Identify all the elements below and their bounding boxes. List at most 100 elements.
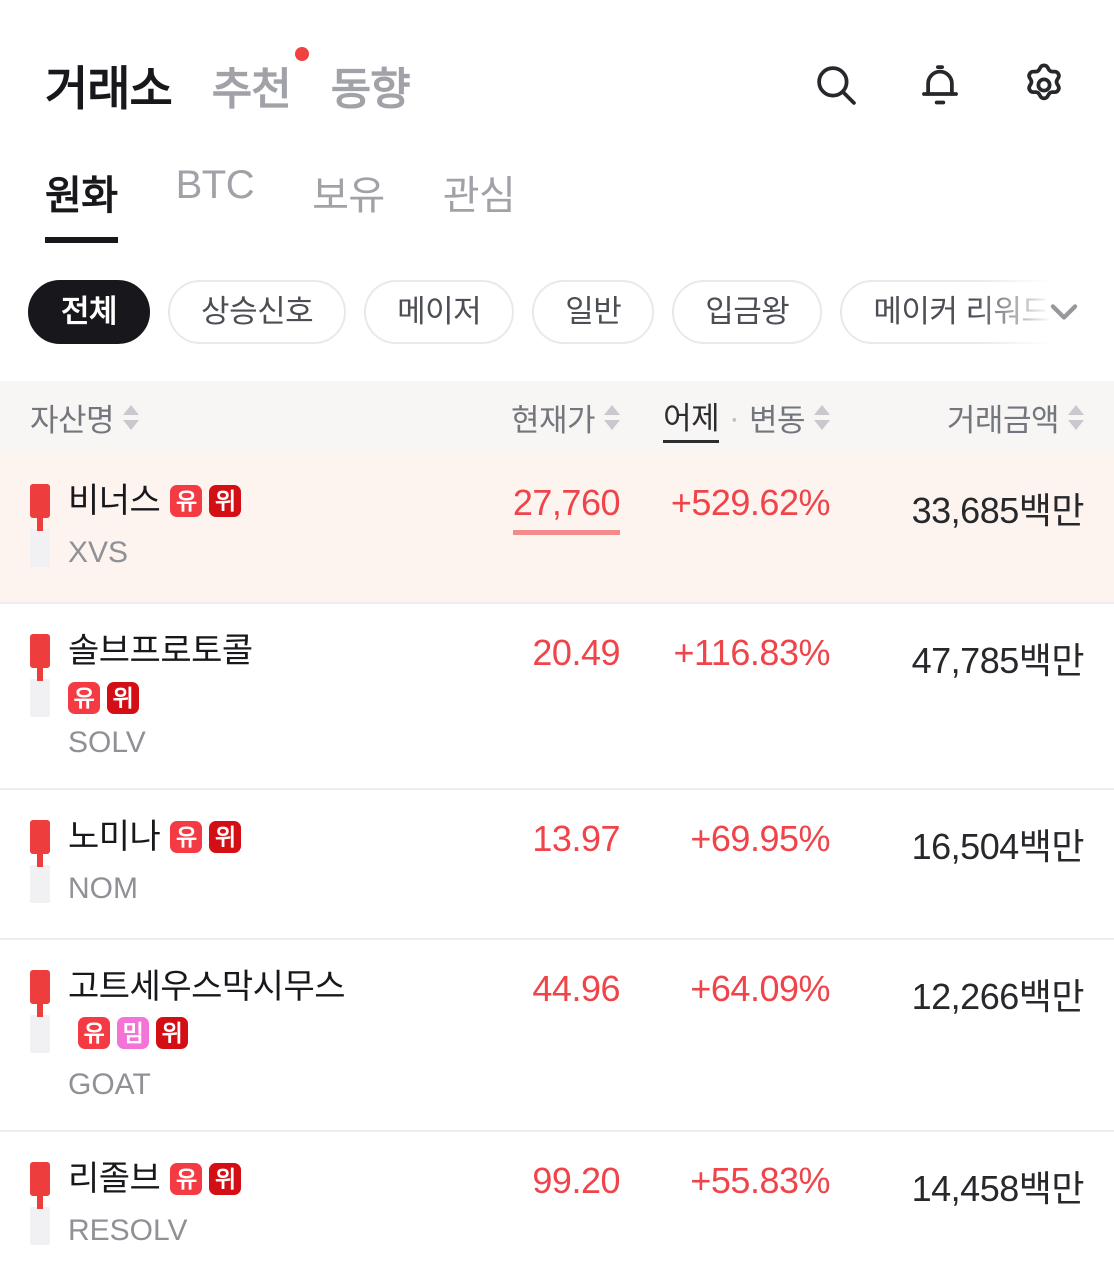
badge-유: 유 [170, 821, 203, 853]
filter-chip-row: 전체 상승신호 메이저 일반 입금왕 메이커 리워드 [0, 279, 1114, 345]
chevron-down-icon [1050, 304, 1078, 320]
trade-volume: 16,504백만 [911, 826, 1085, 867]
badge-위: 위 [209, 821, 242, 853]
badge-유: 유 [68, 682, 100, 714]
asset-symbol: SOLV [68, 726, 146, 759]
asset-symbol: NOM [68, 872, 138, 905]
badge-유: 유 [170, 485, 203, 517]
market-tab-bar: 원화 BTC 보유 관심 [0, 119, 1114, 243]
candlestick-icon [30, 1162, 50, 1254]
badge-유: 유 [170, 1163, 203, 1195]
sort-icon [814, 405, 830, 430]
market-tab[interactable]: 관심 [442, 174, 516, 218]
sort-icon [123, 405, 140, 430]
current-price: 27,760 [512, 482, 621, 535]
top-nav-item[interactable]: 추천 [212, 46, 309, 117]
coin-list: 비너스 유 위 XVS 27,760 +529.62% 33,685백만 솔브프로토… [0, 454, 1114, 1280]
sort-icon [604, 405, 620, 430]
asset-symbol: XVS [68, 536, 129, 569]
filter-more[interactable] [974, 279, 1114, 345]
column-separator: · [729, 399, 739, 435]
candlestick-icon [30, 484, 50, 576]
asset-cell: 리졸브 유 위 RESOLV [30, 1156, 420, 1254]
asset-symbol: GOAT [68, 1068, 151, 1101]
asset-symbol: RESOLV [68, 1214, 188, 1247]
filter-chip[interactable]: 상승신호 [168, 280, 347, 344]
column-change-label: 변동 [748, 403, 806, 438]
column-change-sort[interactable]: 어제 · 변동 [620, 393, 830, 443]
coin-row[interactable]: 리졸브 유 위 RESOLV 99.20 +55.83% 14,458백만 [0, 1132, 1114, 1280]
badge-위: 위 [209, 485, 242, 517]
filter-chip[interactable]: 전체 [28, 280, 151, 344]
top-nav: 추천 동향 [212, 46, 411, 117]
change-percent: +55.83% [690, 1160, 830, 1201]
table-header: 자산명 현재가 어제 · 변동 거래금액 [0, 381, 1114, 454]
gear-icon[interactable] [1019, 60, 1069, 110]
badge-위: 위 [107, 682, 139, 714]
current-price: 20.49 [532, 632, 620, 673]
trade-volume: 14,458백만 [911, 1168, 1085, 1209]
badge-밈: 밈 [117, 1017, 149, 1049]
change-percent: +69.95% [690, 818, 830, 859]
filter-chip[interactable]: 메이저 [364, 280, 515, 344]
column-price-sort[interactable]: 현재가 [420, 395, 620, 440]
current-price: 99.20 [532, 1160, 620, 1201]
market-tab[interactable]: BTC [175, 163, 255, 207]
asset-cell: 비너스 유 위 XVS [30, 478, 420, 576]
column-price-label: 현재가 [510, 403, 596, 438]
change-percent: +116.83% [673, 632, 831, 673]
market-tab[interactable]: 보유 [312, 174, 385, 218]
search-icon[interactable] [811, 60, 861, 110]
app-header: 거래소 추천 동향 [0, 0, 1114, 119]
sort-icon [1068, 405, 1084, 430]
column-asset-label: 자산명 [30, 403, 115, 438]
asset-name: 비너스 [68, 482, 161, 520]
asset-name-block: 비너스 유 위 XVS [68, 478, 242, 576]
filter-chip[interactable]: 일반 [532, 280, 655, 344]
column-asset-sort[interactable]: 자산명 [30, 395, 420, 440]
trade-volume: 47,785백만 [911, 640, 1085, 681]
current-price: 44.96 [532, 968, 620, 1009]
change-percent: +529.62% [670, 482, 831, 523]
header-icons [811, 60, 1069, 110]
new-dot [294, 46, 309, 61]
trade-volume: 12,266백만 [911, 976, 1085, 1017]
asset-cell: 노미나 유 위 NOM [30, 814, 420, 912]
asset-name-block: 노미나 유 위 NOM [68, 814, 242, 912]
filter-chip[interactable]: 입금왕 [672, 280, 823, 344]
asset-name: 리졸브 [68, 1160, 161, 1198]
candlestick-icon [30, 970, 50, 1062]
current-price: 13.97 [532, 818, 620, 859]
badge-위: 위 [209, 1163, 242, 1195]
change-percent: +64.09% [690, 968, 830, 1009]
column-yesterday-toggle[interactable]: 어제 [663, 393, 720, 443]
badge-위: 위 [156, 1017, 188, 1049]
coin-row[interactable]: 노미나 유 위 NOM 13.97 +69.95% 16,504백만 [0, 790, 1114, 940]
page-title-exchange[interactable]: 거래소 [45, 62, 173, 115]
column-volume-label: 거래금액 [946, 403, 1060, 438]
bell-icon[interactable] [915, 60, 965, 110]
asset-name: 고트세우스막시무스 [68, 968, 346, 1006]
trade-volume: 33,685백만 [911, 490, 1085, 531]
top-nav-item[interactable]: 동향 [330, 64, 411, 114]
badge-유: 유 [78, 1017, 110, 1049]
asset-name: 솔브프로토콜 [68, 632, 253, 670]
column-volume-sort[interactable]: 거래금액 [830, 395, 1084, 440]
asset-name: 노미나 [68, 818, 161, 856]
asset-name-block: 리졸브 유 위 RESOLV [68, 1156, 242, 1254]
candlestick-icon [30, 820, 50, 912]
coin-row[interactable]: 비너스 유 위 XVS 27,760 +529.62% 33,685백만 [0, 454, 1114, 604]
candlestick-icon [30, 634, 50, 726]
market-tab[interactable]: 원화 [45, 163, 118, 243]
